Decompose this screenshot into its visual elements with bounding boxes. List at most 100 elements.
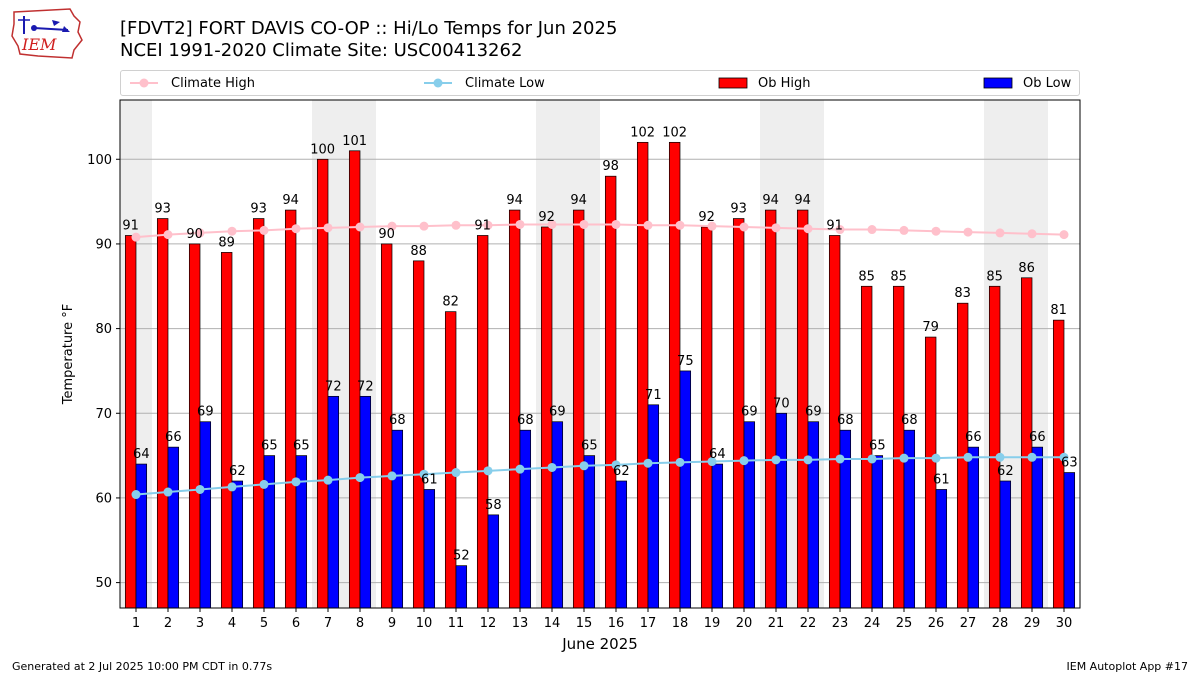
climate-low-point-19	[707, 457, 717, 467]
ob-low-bar-22	[807, 421, 820, 609]
ob-low-bar-19	[711, 463, 724, 609]
ob-high-label-3: 90	[186, 227, 203, 242]
ob-high-label-14: 92	[538, 210, 555, 225]
ob-low-bar-28	[999, 480, 1012, 609]
ob-low-bar-7	[327, 395, 340, 609]
climate-low-point-3	[195, 484, 205, 494]
ob-low-bar-17	[647, 404, 660, 609]
climate-high-point-20	[739, 222, 749, 232]
ob-high-label-24: 85	[858, 269, 875, 284]
climate-high-point-6	[291, 224, 301, 234]
x-tick-label-29: 29	[1024, 616, 1041, 631]
climate-high-point-1	[131, 232, 141, 242]
ob-high-bar-28	[988, 285, 1001, 609]
x-tick-label-16: 16	[608, 616, 625, 631]
ob-low-label-29: 66	[1029, 430, 1046, 445]
climate-high-point-21	[771, 223, 781, 233]
logo-text: IEM	[21, 35, 57, 54]
ob-high-bar-6	[284, 209, 297, 609]
ob-low-label-25: 68	[901, 413, 918, 428]
climate-high-point-24	[867, 225, 877, 235]
legend-item-ob-low: Ob Low	[983, 71, 1071, 95]
ob-low-label-18: 75	[677, 354, 694, 369]
ob-low-bar-10	[423, 489, 436, 609]
legend-label-climate-high: Climate High	[171, 75, 256, 91]
ob-high-bar-13	[508, 209, 521, 609]
ob-low-bar-12	[487, 514, 500, 609]
climate-high-point-9	[387, 221, 397, 231]
climate-low-point-18	[675, 457, 685, 467]
ob-low-bar-26	[935, 489, 948, 609]
ob-high-label-23: 91	[826, 218, 843, 233]
gridlines	[120, 158, 1080, 584]
ob-low-label-4: 62	[229, 464, 246, 479]
ob-low-label-8: 72	[357, 379, 374, 394]
ob-low-label-19: 64	[709, 447, 726, 462]
ob-low-bar-30	[1063, 472, 1076, 609]
ob-low-bar-11	[455, 565, 468, 609]
ob-low-label-24: 65	[869, 439, 886, 454]
climate-lines	[131, 219, 1069, 500]
ob-low-label-1: 64	[133, 447, 150, 462]
ob-high-label-30: 81	[1050, 303, 1067, 318]
climate-low-point-8	[355, 473, 365, 483]
ob-low-bar-24	[871, 455, 884, 609]
ob-low-label-13: 68	[517, 413, 534, 428]
ob-low-label-22: 69	[805, 405, 822, 420]
ob-high-label-22: 94	[794, 193, 811, 208]
ob-high-label-5: 93	[250, 202, 267, 217]
x-tick-label-27: 27	[960, 616, 977, 631]
climate-low-line	[135, 456, 1064, 496]
climate-high-point-17	[643, 220, 653, 230]
climate-low-point-12	[483, 466, 493, 476]
climate-low-point-28	[995, 452, 1005, 462]
x-tick-label-5: 5	[260, 616, 268, 631]
y-tick-label-60: 60	[95, 491, 112, 506]
ob-high-label-16: 98	[602, 159, 619, 174]
climate-high-point-14	[547, 219, 557, 229]
x-tick-label-28: 28	[992, 616, 1009, 631]
x-tick-label-13: 13	[512, 616, 529, 631]
climate-low-point-1	[131, 490, 141, 500]
ob-low-label-23: 68	[837, 413, 854, 428]
x-axis-label: June 2025	[561, 635, 638, 653]
y-tick-label-100: 100	[87, 153, 112, 168]
ob-low-bar-5	[263, 455, 276, 609]
plot-frame	[119, 99, 1081, 609]
climate-low-point-14	[547, 462, 557, 472]
ob-high-label-19: 92	[698, 210, 715, 225]
climate-high-point-25	[899, 225, 909, 235]
legend-item-climate-low: Climate Low	[423, 71, 545, 95]
climate-low-point-30	[1059, 452, 1069, 462]
ob-high-label-20: 93	[730, 202, 747, 217]
x-tick-label-1: 1	[132, 616, 140, 631]
climate-low-point-2	[163, 487, 173, 497]
climate-low-point-27	[963, 452, 973, 462]
ob-high-label-28: 85	[986, 269, 1003, 284]
ob-low-label-17: 71	[645, 388, 662, 403]
ob-low-label-14: 69	[549, 405, 566, 420]
climate-low-point-21	[771, 455, 781, 465]
x-tick-label-3: 3	[196, 616, 204, 631]
climate-high-point-4	[227, 226, 237, 236]
legend-label-ob-high: Ob High	[758, 75, 811, 91]
ob-low-bar-13	[519, 429, 532, 609]
climate-low-point-10	[419, 469, 429, 479]
ob-high-bar-16	[604, 175, 617, 609]
ob-high-bar-5	[252, 218, 265, 609]
ob-high-label-1: 91	[122, 218, 139, 233]
ob-high-label-13: 94	[506, 193, 523, 208]
ob-high-label-8: 101	[342, 134, 367, 149]
ob-low-bar-4	[231, 480, 244, 609]
climate-low-point-9	[387, 471, 397, 481]
x-tick-label-24: 24	[864, 616, 881, 631]
ob-high-swatch	[718, 77, 748, 89]
ob-low-label-11: 52	[453, 549, 470, 564]
x-tick-label-10: 10	[416, 616, 433, 631]
ob-low-bar-1	[135, 463, 148, 609]
climate-low-point-24	[867, 454, 877, 464]
y-tick-label-80: 80	[95, 322, 112, 337]
ob-high-label-7: 100	[310, 142, 335, 157]
ob-high-label-6: 94	[282, 193, 299, 208]
